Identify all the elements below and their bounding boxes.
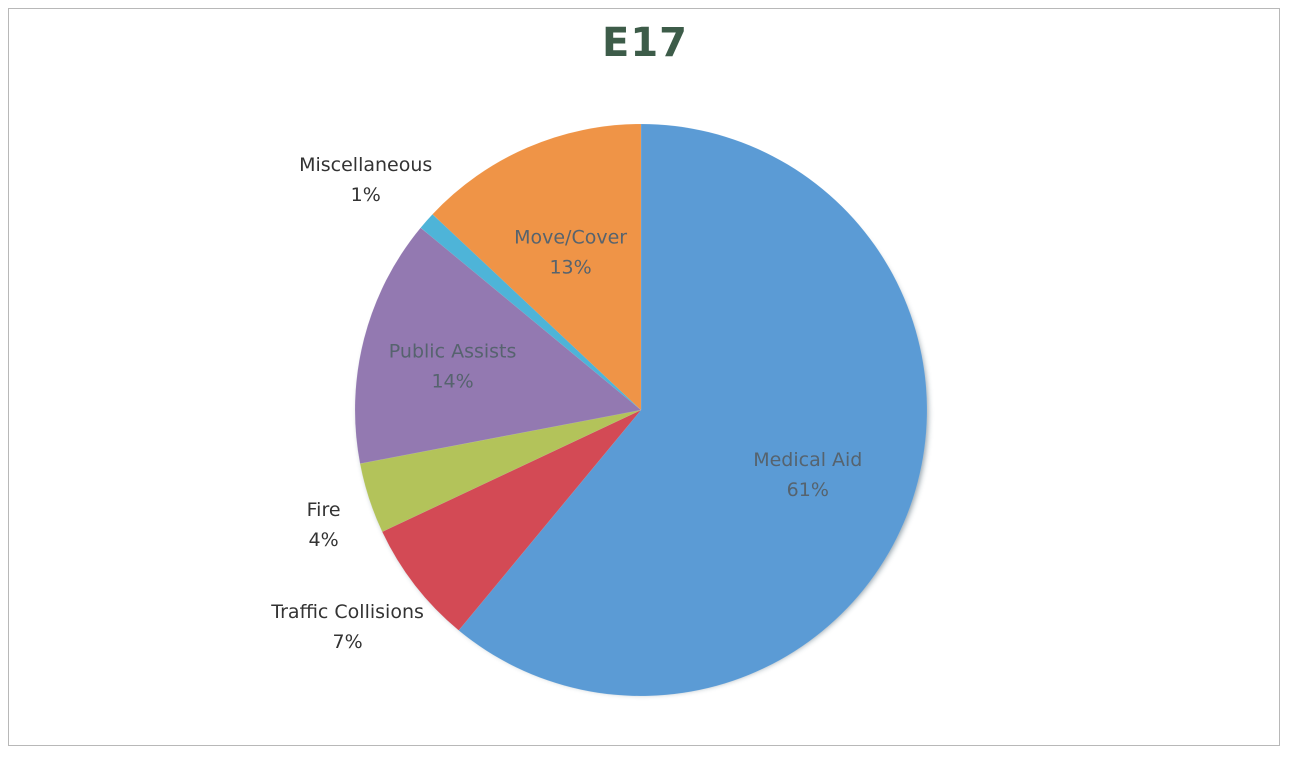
pie-slice-traffic-collisions xyxy=(381,409,642,631)
slice-percentage-label: 7% xyxy=(333,631,363,653)
slice-category-label: Fire xyxy=(307,499,341,521)
slice-percentage-label: 1% xyxy=(351,184,381,206)
slice-category-label: Move/Cover xyxy=(514,226,627,248)
pie-labels: Medical Aid 61% Traffic Collisions 7% Fire 4%… xyxy=(270,154,862,653)
slice-percentage-label: 4% xyxy=(309,529,339,551)
slice-category-label: Miscellaneous xyxy=(299,154,432,176)
pie-slice-miscellaneous xyxy=(420,213,642,411)
pie-slice-move-cover xyxy=(432,123,642,411)
pie-slice-public-assists xyxy=(354,227,642,464)
slice-category-label: Public Assists xyxy=(389,341,517,363)
pie-slices xyxy=(354,123,928,697)
chart-title: E17 xyxy=(602,20,688,66)
pie-slice-medical-aid xyxy=(458,123,928,697)
slice-category-label: Medical Aid xyxy=(753,449,862,471)
slice-percentage-label: 14% xyxy=(431,371,473,393)
pie-slice-fire xyxy=(359,409,642,533)
slice-percentage-label: 61% xyxy=(787,479,829,501)
slice-category-label: Traffic Collisions xyxy=(270,601,424,623)
slice-percentage-label: 13% xyxy=(549,256,591,278)
